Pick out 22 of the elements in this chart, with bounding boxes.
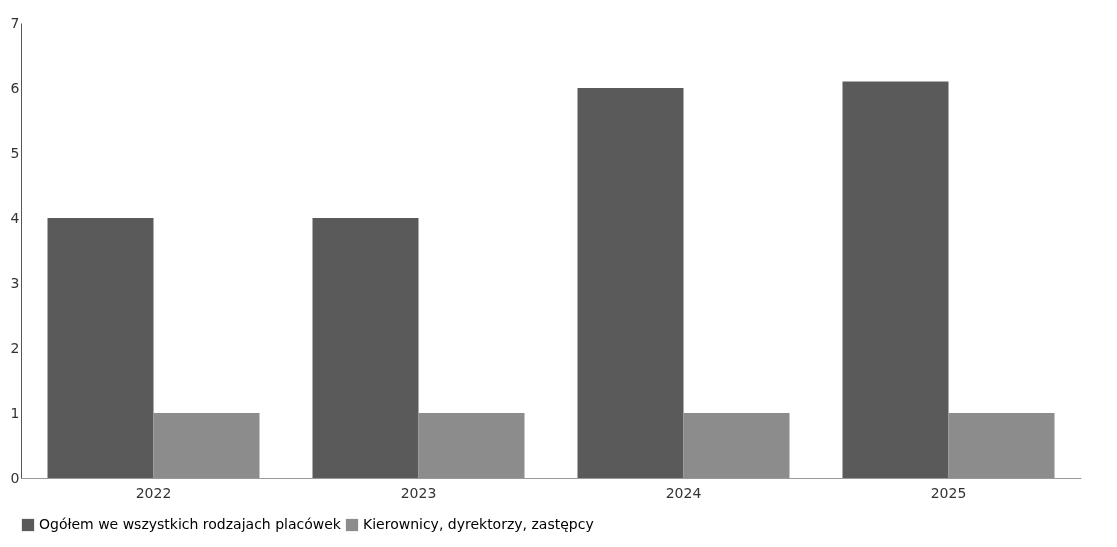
- x-tick-label: 2023: [400, 484, 437, 501]
- bar: [153, 413, 260, 478]
- bar: [47, 218, 154, 478]
- y-tick-label: 0: [10, 469, 20, 486]
- legend-label: Kierownicy, dyrektorzy, zastępcy: [363, 516, 594, 532]
- y-tick-label: 2: [10, 339, 20, 356]
- y-tick-label: 1: [10, 404, 20, 421]
- bar: [683, 413, 790, 478]
- x-tick-label: 2024: [665, 484, 702, 501]
- bar: [948, 413, 1055, 478]
- y-tick-label: 5: [10, 144, 20, 161]
- x-tick-label: 2025: [930, 484, 967, 501]
- y-tick-label: 7: [10, 14, 20, 31]
- bar: [312, 218, 419, 478]
- bar: [842, 81, 949, 478]
- bar: [418, 413, 525, 478]
- bar: [577, 88, 684, 478]
- y-tick-label: 6: [10, 79, 20, 96]
- legend-label: Ogółem we wszystkich rodzajach placówek: [39, 516, 342, 532]
- y-tick-label: 4: [10, 209, 20, 226]
- y-tick-label: 3: [10, 274, 20, 291]
- x-tick-label: 2022: [135, 484, 172, 501]
